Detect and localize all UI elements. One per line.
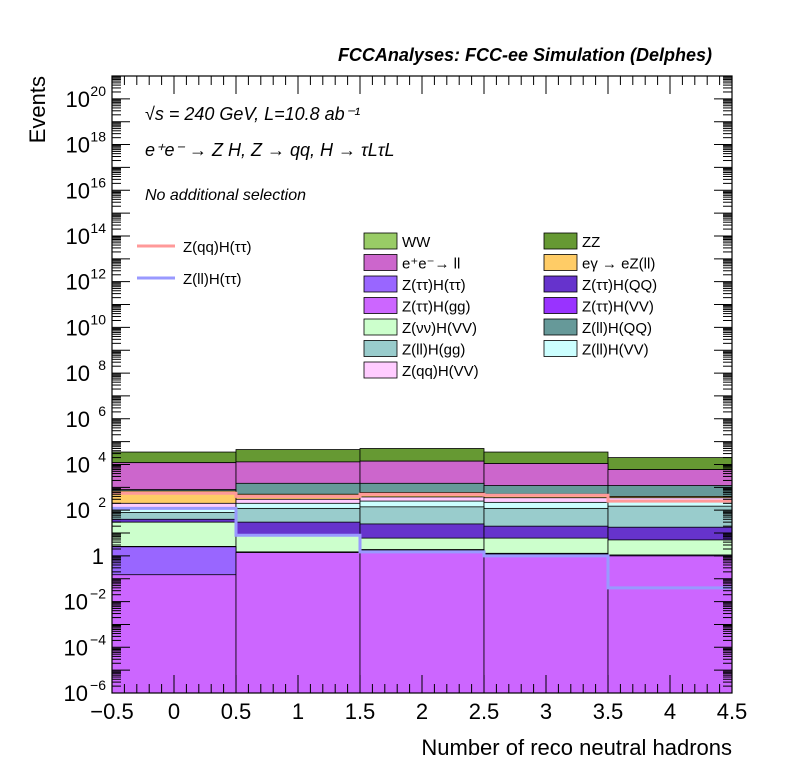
y-tick-exponent: 20 — [90, 83, 106, 99]
legend-swatch — [543, 232, 578, 250]
legend-label: Z(qq)H(ττ) — [183, 239, 252, 256]
x-tick-label: 2.5 — [469, 699, 500, 724]
y-tick-label: 10 — [66, 87, 90, 112]
legend-label: Z(ττ)H(QQ) — [582, 277, 657, 294]
x-tick-label: 4 — [664, 699, 676, 724]
x-tick-label: 0.5 — [221, 699, 252, 724]
y-tick-exponent: 2 — [98, 494, 106, 510]
y-tick-label: 10 — [66, 361, 90, 386]
y-tick-label: 10 — [66, 407, 90, 432]
y-tick-exponent: 6 — [98, 403, 106, 419]
selection-annotation: No additional selection — [145, 187, 306, 204]
y-tick-label: 10 — [66, 498, 90, 523]
y-tick-exponent: −6 — [90, 677, 106, 693]
y-tick-label: 10 — [66, 133, 90, 158]
legend-swatch — [543, 275, 578, 293]
legend: Z(qq)H(ττ) Z(ll)H(ττ) WW e⁺e⁻→ ll Z(ττ)H(ττ)… — [137, 232, 657, 380]
y-tick-label: 10 — [64, 681, 88, 706]
y-tick-label: 10 — [66, 315, 90, 340]
y-tick-exponent: 8 — [98, 357, 106, 373]
legend-swatch — [543, 318, 578, 336]
y-tick-exponent: −2 — [90, 586, 106, 602]
bar — [359, 549, 485, 694]
process-annotation: e⁺e⁻ → Z H, Z → qq, H → τLτL — [145, 140, 395, 160]
axis-ticks — [111, 75, 733, 694]
legend-swatch — [363, 318, 398, 336]
y-tick-label: 10 — [66, 178, 90, 203]
y-tick-label: 10 — [64, 635, 88, 660]
y-tick-label: 10 — [66, 224, 90, 249]
legend-label: Z(ττ)H(gg) — [402, 299, 471, 316]
overlay-lines — [112, 491, 732, 590]
y-tick-exponent: 10 — [90, 311, 106, 327]
plot-header: FCCAnalyses: FCC-ee Simulation (Delphes) — [338, 45, 712, 65]
legend-label: Z(ττ)H(VV) — [582, 299, 654, 316]
legend-swatch — [543, 297, 578, 314]
y-tick-label: 10 — [66, 270, 90, 295]
legend-label: Z(ll)H(gg) — [402, 342, 465, 359]
y-tick-exponent: −4 — [90, 631, 106, 647]
x-tick-label: 2 — [416, 699, 428, 724]
y-tick-exponent: 14 — [90, 220, 106, 236]
bar — [235, 552, 361, 694]
legend-label: e⁺e⁻→ ll — [402, 256, 460, 273]
x-tick-label: 3.5 — [593, 699, 624, 724]
x-tick-label: 1 — [292, 699, 304, 724]
bar — [607, 555, 733, 694]
legend-swatch — [543, 340, 578, 357]
legend-swatch — [363, 275, 398, 293]
legend-swatch — [543, 254, 578, 271]
x-tick-label: 4.5 — [717, 699, 748, 724]
legend-swatch — [363, 254, 398, 271]
y-tick-exponent: 18 — [90, 129, 106, 145]
y-tick-exponent: 16 — [90, 174, 106, 190]
stacked-histogram — [111, 448, 733, 694]
x-tick-label: −0.5 — [90, 699, 133, 724]
legend-label: Z(ττ)H(ττ) — [402, 277, 466, 294]
bar — [483, 553, 609, 694]
legend-label: ZZ — [582, 234, 600, 251]
y-axis-title: Events — [25, 76, 50, 143]
legend-swatch — [363, 340, 398, 357]
energy-lumi-annotation: √s = 240 GeV, L=10.8 ab⁻¹ — [145, 104, 360, 124]
legend-label: Z(ll)H(VV) — [582, 342, 649, 359]
y-tick-label: 1 — [92, 544, 104, 569]
legend-label: WW — [402, 234, 431, 251]
bar — [111, 574, 237, 694]
legend-label: Z(qq)H(VV) — [402, 363, 479, 380]
legend-label: Z(ll)H(QQ) — [582, 320, 652, 337]
y-tick-exponent: 12 — [90, 266, 106, 282]
y-tick-label: 10 — [66, 452, 90, 477]
overlay-line — [112, 491, 732, 503]
x-axis-title: Number of reco neutral hadrons — [421, 735, 732, 760]
y-tick-exponent: 4 — [98, 448, 106, 464]
legend-swatch — [363, 297, 398, 314]
x-tick-label: 1.5 — [345, 699, 376, 724]
overlay-line — [112, 506, 732, 590]
legend-label: eγ → eZ(ll) — [582, 256, 655, 273]
y-tick-label: 10 — [64, 590, 88, 615]
legend-swatch — [363, 361, 398, 379]
x-tick-label: 3 — [540, 699, 552, 724]
x-tick-label: 0 — [168, 699, 180, 724]
legend-swatch — [363, 232, 398, 250]
legend-label: Z(νν)H(VV) — [402, 320, 477, 337]
legend-label: Z(ll)H(ττ) — [183, 271, 242, 288]
